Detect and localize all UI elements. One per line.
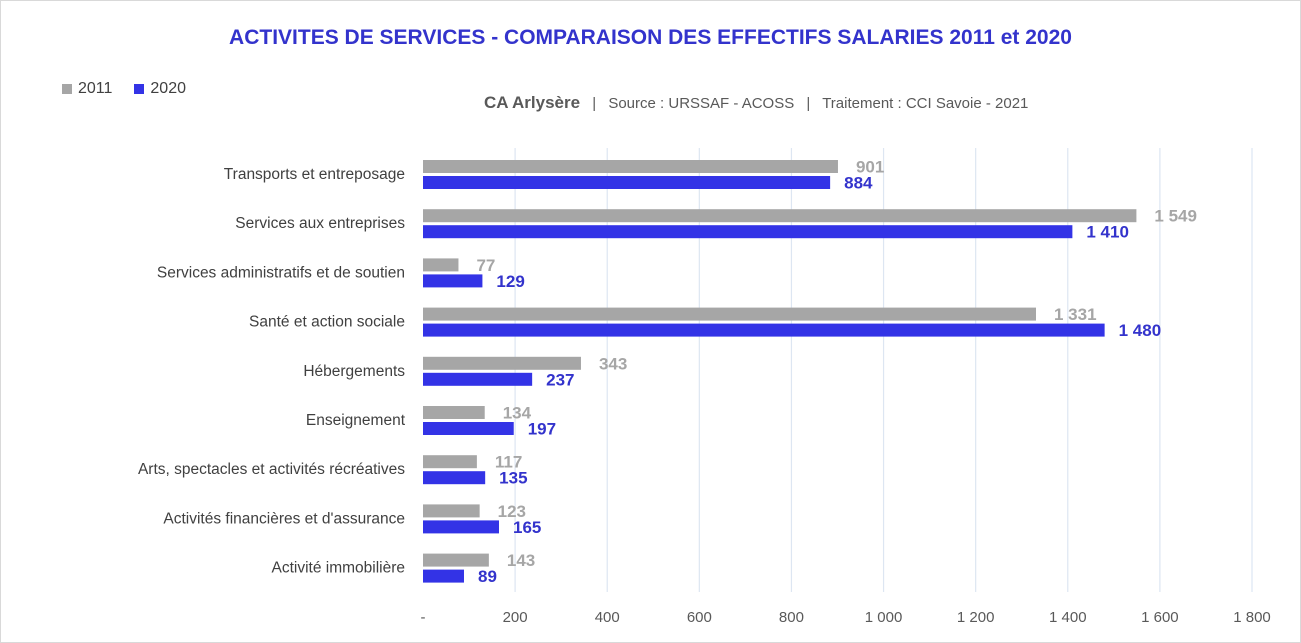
data-label-2020: 197: [528, 420, 556, 439]
legend-item-2011: 2011: [62, 80, 112, 98]
category-label: Activité immobilière: [271, 560, 405, 577]
data-label-2020: 135: [499, 469, 527, 488]
bar-2020: [423, 225, 1073, 239]
data-label-2020: 165: [513, 518, 541, 537]
category-label: Transports et entreposage: [224, 166, 405, 183]
category-label: Enseignement: [306, 412, 406, 429]
x-tick-label: 1 400: [1049, 609, 1087, 626]
category-label: Activités financières et d'assurance: [163, 510, 405, 527]
data-label-2020: 237: [546, 370, 574, 389]
category-label: Hébergements: [303, 363, 405, 380]
bar-2020: [423, 520, 499, 534]
data-label-2011: 901: [856, 158, 884, 177]
data-label-2020: 884: [844, 174, 873, 193]
bar-2011: [423, 160, 838, 173]
subtitle-separator-2: |: [806, 95, 811, 112]
data-label-2020: 1 480: [1119, 321, 1162, 340]
data-label-2011: 77: [476, 256, 495, 275]
x-tick-label: 200: [503, 609, 528, 626]
legend-item-2020: 2020: [134, 80, 186, 98]
subtitle-separator-1: |: [592, 95, 597, 112]
subtitle-source: Source : URSSAF - ACOSS: [608, 95, 795, 112]
bar-2020: [423, 323, 1105, 337]
subtitle-territory: CA Arlysère: [484, 93, 581, 112]
chart-title: ACTIVITES DE SERVICES - COMPARAISON DES …: [229, 26, 1072, 49]
x-tick-label: 1 800: [1233, 609, 1271, 626]
bar-2020: [423, 372, 533, 386]
bar-2011: [423, 455, 477, 469]
data-label-2011: 1 549: [1154, 207, 1197, 226]
bar-2020: [423, 176, 831, 189]
chart-subtitle: CA Arlysère | Source : URSSAF - ACOSS | …: [484, 93, 1028, 113]
data-label-2011: 134: [503, 404, 532, 423]
data-label-2011: 143: [507, 551, 535, 570]
bar-2011: [423, 504, 480, 518]
x-tick-label: 1 000: [865, 609, 903, 626]
x-tick-label: 800: [779, 609, 804, 626]
bar-2020: [423, 422, 514, 435]
data-label-2011: 117: [495, 453, 522, 472]
bar-2011: [423, 209, 1137, 223]
bar-2011: [423, 258, 459, 272]
category-label: Services administratifs et de soutien: [157, 264, 405, 281]
data-label-2020: 1 410: [1086, 223, 1129, 242]
bar-2020: [423, 569, 464, 583]
legend-swatch-2020: [134, 84, 145, 94]
data-label-2011: 343: [599, 354, 627, 373]
legend-label-2011: 2011: [78, 80, 113, 97]
legend-swatch-2011: [62, 84, 72, 94]
bar-2011: [423, 553, 489, 567]
bar-2011: [423, 307, 1036, 321]
x-tick-label: 1 200: [957, 609, 995, 626]
legend: 2011 2020: [62, 80, 186, 98]
bar-2020: [423, 274, 483, 288]
data-label-2011: 123: [498, 502, 526, 521]
data-label-2020: 129: [496, 272, 524, 291]
data-label-2020: 89: [478, 567, 497, 586]
x-tick-label: -: [421, 609, 426, 626]
subtitle-processing: Traitement : CCI Savoie - 2021: [822, 95, 1029, 112]
data-label-2011: 1 331: [1054, 305, 1097, 324]
category-label: Santé et action sociale: [249, 314, 405, 331]
bar-2011: [423, 356, 581, 370]
bar-2011: [423, 406, 485, 419]
x-tick-label: 600: [687, 609, 712, 626]
legend-label-2020: 2020: [150, 80, 186, 97]
x-tick-label: 1 600: [1141, 609, 1179, 626]
x-tick-label: 400: [595, 609, 620, 626]
category-label: Services aux entreprises: [235, 215, 405, 232]
bar-2020: [423, 471, 486, 485]
category-label: Arts, spectacles et activités récréative…: [138, 461, 405, 478]
